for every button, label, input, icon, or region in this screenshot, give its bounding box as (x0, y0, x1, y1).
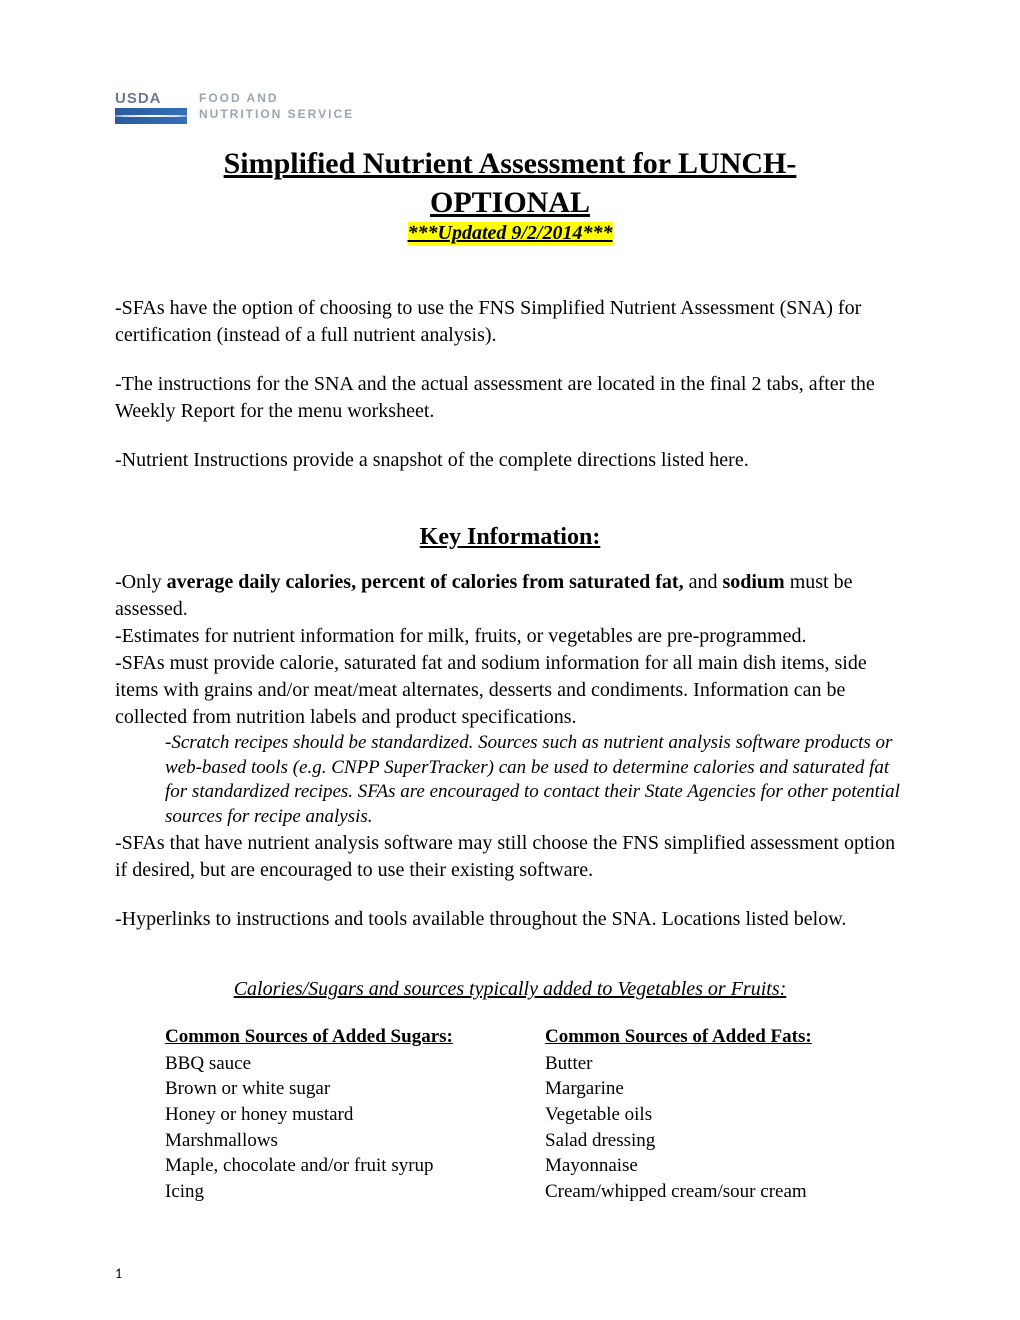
fats-heading: Common Sources of Added Fats: (545, 1026, 905, 1048)
fats-item: Salad dressing (545, 1128, 905, 1154)
sugars-item: Honey or honey mustard (165, 1102, 525, 1128)
fats-item: Cream/whipped cream/sour cream (545, 1179, 905, 1205)
key-bullet-2: -Estimates for nutrient information for … (115, 623, 905, 650)
sugars-item: Maple, chocolate and/or fruit syrup (165, 1153, 525, 1179)
key-bullet-3: -SFAs must provide calorie, saturated fa… (115, 650, 905, 731)
paragraph-3: -Nutrient Instructions provide a snapsho… (115, 447, 905, 474)
fats-item: Vegetable oils (545, 1102, 905, 1128)
usda-logo-mark: USDA (115, 90, 187, 124)
updated-date: ***Updated 9/2/2014*** (408, 222, 613, 245)
header-logo: USDA FOOD AND NUTRITION SERVICE (115, 90, 905, 124)
sugars-item: Icing (165, 1179, 525, 1205)
fns-line1: FOOD AND (199, 91, 354, 107)
sugars-item: Brown or white sugar (165, 1076, 525, 1102)
key1-bold2: sodium (722, 571, 784, 593)
key1-bold1: average daily calories, percent of calor… (167, 571, 684, 593)
sugars-item: Marshmallows (165, 1128, 525, 1154)
fats-item: Butter (545, 1051, 905, 1077)
page-title: Simplified Nutrient Assessment for LUNCH… (115, 144, 905, 222)
usda-text: USDA (115, 90, 187, 107)
key-bullet-3-italic: -Scratch recipes should be standardized.… (165, 731, 905, 830)
sources-columns: Common Sources of Added Sugars: BBQ sauc… (165, 1026, 905, 1205)
paragraph-1: -SFAs have the option of choosing to use… (115, 295, 905, 349)
page-number: 1 (115, 1265, 122, 1282)
title-line2: OPTIONAL (430, 186, 590, 219)
key-bullet-4: -SFAs that have nutrient analysis softwa… (115, 830, 905, 884)
sources-subheading: Calories/Sugars and sources typically ad… (115, 978, 905, 1001)
fns-text: FOOD AND NUTRITION SERVICE (199, 91, 354, 122)
key-bullet-1: -Only average daily calories, percent of… (115, 569, 905, 623)
paragraph-2: -The instructions for the SNA and the ac… (115, 371, 905, 425)
updated-wrap: ***Updated 9/2/2014*** (115, 222, 905, 245)
sugars-column: Common Sources of Added Sugars: BBQ sauc… (165, 1026, 525, 1205)
fns-line2: NUTRITION SERVICE (199, 107, 354, 123)
sugars-heading: Common Sources of Added Sugars: (165, 1026, 525, 1048)
key1-mid: and (684, 571, 723, 593)
key-bullet-5: -Hyperlinks to instructions and tools av… (115, 906, 905, 933)
key1-pre: -Only (115, 571, 167, 593)
fats-item: Margarine (545, 1076, 905, 1102)
key-info-heading: Key Information: (115, 524, 905, 551)
usda-bars-icon (115, 108, 187, 124)
fats-item: Mayonnaise (545, 1153, 905, 1179)
title-line1: Simplified Nutrient Assessment for LUNCH… (224, 147, 797, 180)
sugars-item: BBQ sauce (165, 1051, 525, 1077)
fats-column: Common Sources of Added Fats: Butter Mar… (545, 1026, 905, 1205)
